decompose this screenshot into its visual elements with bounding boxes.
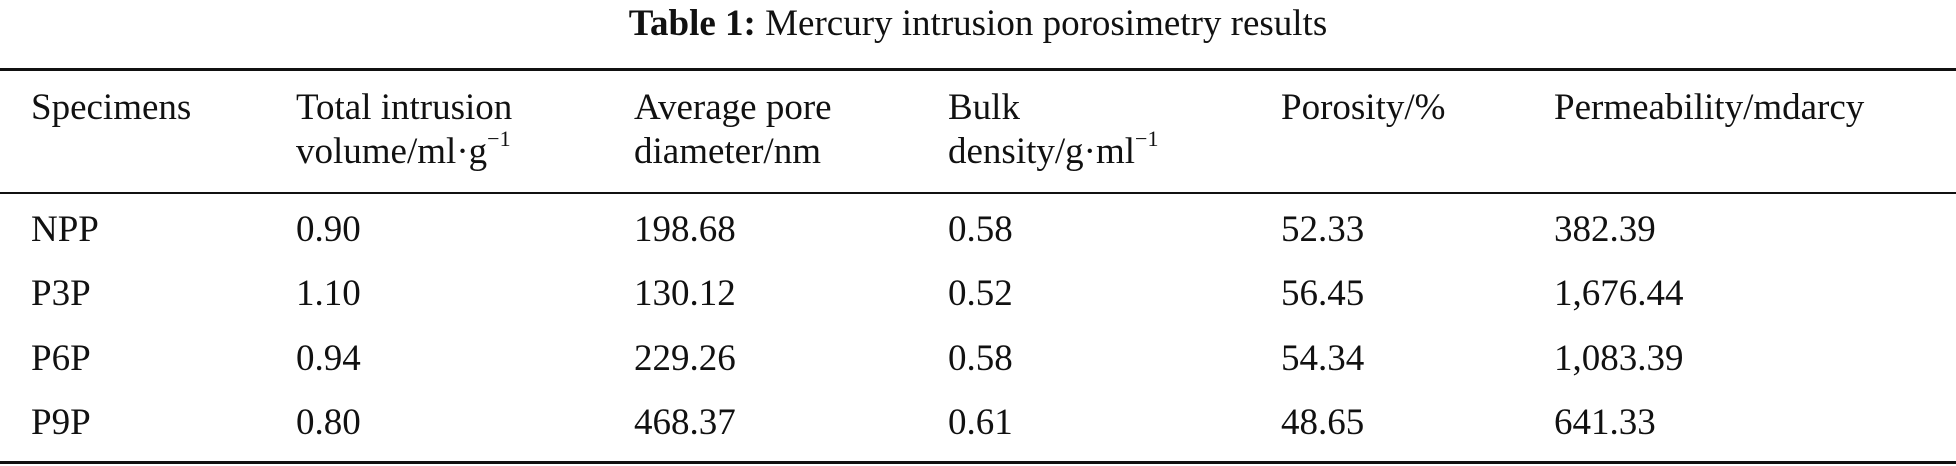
table-cell-bulk-density: 0.58 [948,209,1013,250]
table-cell-average-pore-diameter: 130.12 [634,273,736,314]
header-total-intrusion-volume: Total intrusion volume/ml·g−1 [296,86,512,174]
table-cell-permeability: 1,676.44 [1554,273,1684,314]
header-permeability: Permeability/mdarcy [1554,86,1864,130]
header-bulk-density-exponent: −1 [1135,125,1159,151]
table-cell-average-pore-diameter: 198.68 [634,209,736,250]
header-porosity-label: Porosity/% [1281,87,1446,128]
table-cell-permeability: 1,083.39 [1554,338,1684,379]
table-cell-permeability: 641.33 [1554,402,1656,443]
header-specimens-label: Specimens [31,87,192,128]
table-cell-total-intrusion: 0.90 [296,209,361,250]
table-cell-bulk-density: 0.61 [948,402,1013,443]
header-specimens: Specimens [31,86,191,130]
table-caption-label: Table 1: [628,3,756,44]
header-porosity: Porosity/% [1281,86,1445,130]
table-cell-porosity: 54.34 [1281,338,1365,379]
header-bulk-density-line2: density/g·ml [948,131,1136,172]
header-bulk-density-line1: Bulk [948,87,1020,128]
table-cell-specimen: P6P [31,338,91,379]
header-average-pore-line2: diameter/nm [634,131,821,172]
header-permeability-label: Permeability/mdarcy [1554,87,1865,128]
table-bottom-rule [0,461,1956,464]
table-cell-total-intrusion: 1.10 [296,273,361,314]
table-caption: Table 1: Mercury intrusion porosimetry r… [0,2,1956,46]
table-cell-bulk-density: 0.58 [948,338,1013,379]
header-average-pore-line1: Average pore [634,87,832,128]
table-top-rule [0,68,1956,71]
header-average-pore-diameter: Average pore diameter/nm [634,86,832,174]
table-caption-text: Mercury intrusion porosimetry results [765,3,1328,44]
header-bulk-density: Bulk density/g·ml−1 [948,86,1158,174]
table-cell-porosity: 48.65 [1281,402,1365,443]
table-cell-porosity: 52.33 [1281,209,1365,250]
header-total-intrusion-line1: Total intrusion [296,87,513,128]
table-cell-average-pore-diameter: 468.37 [634,402,736,443]
header-total-intrusion-line2: volume/ml·g [296,131,488,172]
table-cell-total-intrusion: 0.94 [296,338,361,379]
table-cell-permeability: 382.39 [1554,209,1656,250]
header-total-intrusion-exponent: −1 [487,125,511,151]
table-cell-bulk-density: 0.52 [948,273,1013,314]
table-header-rule [0,192,1956,194]
table-cell-specimen: NPP [31,209,99,250]
table-cell-specimen: P9P [31,402,91,443]
table-cell-average-pore-diameter: 229.26 [634,338,736,379]
table-cell-porosity: 56.45 [1281,273,1365,314]
table-cell-total-intrusion: 0.80 [296,402,361,443]
table-cell-specimen: P3P [31,273,91,314]
